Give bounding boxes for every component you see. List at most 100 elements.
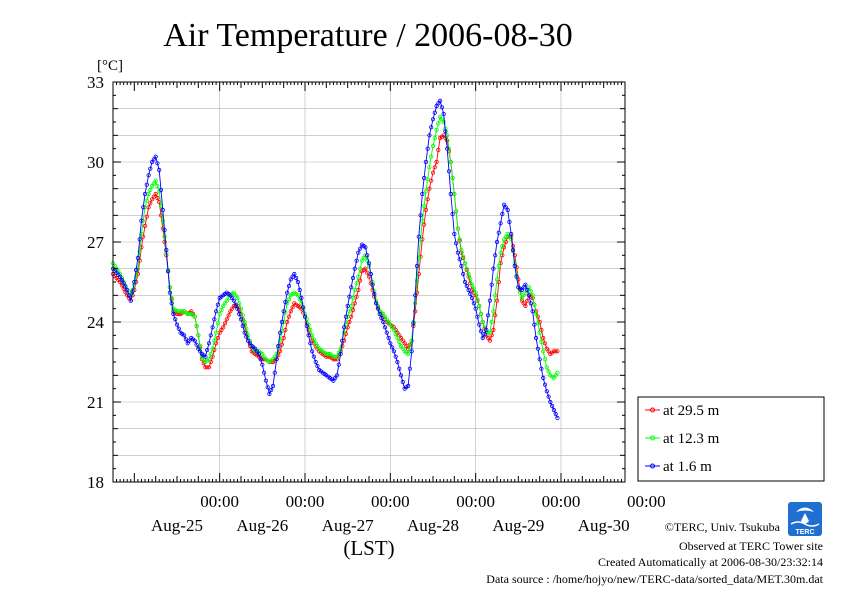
data-point bbox=[421, 222, 427, 227]
data-point bbox=[493, 253, 498, 258]
data-point bbox=[164, 247, 169, 253]
data-point bbox=[347, 319, 352, 325]
y-axis-unit-label: [°C] bbox=[97, 58, 123, 74]
observed-text: Observed at TERC Tower site bbox=[679, 539, 823, 553]
data-point bbox=[356, 250, 361, 255]
data-point bbox=[357, 278, 363, 283]
data-point bbox=[430, 117, 436, 122]
y-tick-label: 33 bbox=[87, 73, 104, 92]
data-point bbox=[192, 314, 197, 319]
data-point bbox=[148, 166, 153, 171]
data-point bbox=[546, 369, 551, 374]
legend-marker bbox=[650, 407, 655, 413]
data-point bbox=[453, 209, 459, 214]
data-point bbox=[414, 278, 420, 283]
data-point bbox=[215, 302, 220, 307]
data-point bbox=[349, 285, 354, 290]
data-point bbox=[413, 293, 418, 298]
data-point bbox=[523, 303, 528, 309]
data-point bbox=[224, 317, 229, 322]
data-point bbox=[134, 274, 139, 279]
data-point bbox=[357, 266, 363, 271]
data-point bbox=[276, 343, 281, 349]
data-point bbox=[283, 327, 288, 333]
data-point bbox=[119, 277, 125, 283]
data-point bbox=[478, 329, 484, 334]
x-axis: 00:00 Aug-25 00:00 Aug-26 00:00 Aug-27 00:00 Au… bbox=[112, 82, 666, 535]
data-point bbox=[148, 201, 153, 206]
data-point bbox=[427, 186, 432, 191]
data-point bbox=[126, 293, 132, 298]
data-point bbox=[139, 218, 144, 223]
data-point bbox=[391, 349, 396, 354]
data-point bbox=[221, 325, 226, 330]
data-point bbox=[541, 349, 546, 354]
data-point bbox=[242, 330, 247, 335]
data-point bbox=[537, 357, 542, 362]
data-point bbox=[423, 159, 428, 165]
data-point bbox=[123, 284, 128, 289]
data-point bbox=[277, 338, 283, 343]
data-point bbox=[233, 302, 238, 307]
data-point bbox=[311, 337, 316, 342]
data-point bbox=[343, 314, 348, 319]
created-text: Created Automatically at 2006-08-30/23:3… bbox=[598, 555, 823, 569]
y-tick-label: 21 bbox=[87, 393, 104, 412]
data-point bbox=[539, 339, 544, 345]
data-point bbox=[295, 279, 300, 285]
data-point bbox=[215, 321, 220, 326]
data-point bbox=[340, 338, 345, 343]
data-point bbox=[405, 383, 411, 389]
legend-item-29-5m: at 29.5 m bbox=[645, 403, 720, 419]
data-point bbox=[395, 359, 400, 365]
data-point bbox=[409, 338, 414, 343]
data-point bbox=[434, 127, 439, 133]
x-tick-date-label: Aug-30 bbox=[578, 516, 630, 535]
data-point bbox=[155, 195, 160, 201]
data-point bbox=[176, 326, 181, 331]
data-point bbox=[453, 241, 459, 246]
data-point bbox=[146, 173, 151, 178]
data-point bbox=[286, 314, 292, 319]
data-point bbox=[432, 135, 437, 141]
data-point bbox=[541, 335, 546, 341]
data-point bbox=[494, 298, 500, 303]
data-point bbox=[441, 111, 446, 117]
x-tick-date-label: Aug-28 bbox=[407, 516, 459, 535]
series-at-1-6-m bbox=[110, 98, 560, 421]
data-point bbox=[489, 319, 494, 325]
data-point bbox=[498, 250, 503, 255]
data-point bbox=[263, 378, 268, 383]
legend-label: at 29.5 m bbox=[663, 403, 720, 419]
data-point bbox=[466, 271, 471, 277]
data-point bbox=[457, 257, 462, 262]
data-point bbox=[436, 147, 441, 153]
data-point bbox=[384, 330, 389, 335]
data-point bbox=[160, 207, 165, 213]
y-tick-label: 18 bbox=[87, 473, 104, 492]
data-point bbox=[381, 319, 386, 325]
data-point bbox=[205, 365, 210, 370]
data-point bbox=[405, 351, 411, 357]
data-point bbox=[274, 351, 279, 357]
data-point bbox=[144, 198, 149, 203]
data-point bbox=[183, 337, 188, 342]
data-point bbox=[372, 291, 377, 297]
data-point bbox=[437, 98, 443, 103]
data-point bbox=[397, 366, 402, 371]
data-point bbox=[507, 219, 512, 225]
data-point bbox=[459, 263, 464, 269]
data-point bbox=[533, 311, 539, 317]
data-point bbox=[423, 189, 428, 194]
legend-box bbox=[637, 396, 825, 482]
data-point bbox=[212, 338, 217, 343]
data-point bbox=[445, 138, 450, 143]
data-point bbox=[301, 305, 306, 310]
data-point bbox=[144, 182, 149, 187]
data-point bbox=[525, 287, 530, 293]
data-point bbox=[281, 309, 286, 314]
data-point bbox=[345, 303, 350, 309]
data-point bbox=[418, 213, 423, 218]
data-point bbox=[420, 191, 425, 197]
data-point bbox=[210, 325, 215, 330]
